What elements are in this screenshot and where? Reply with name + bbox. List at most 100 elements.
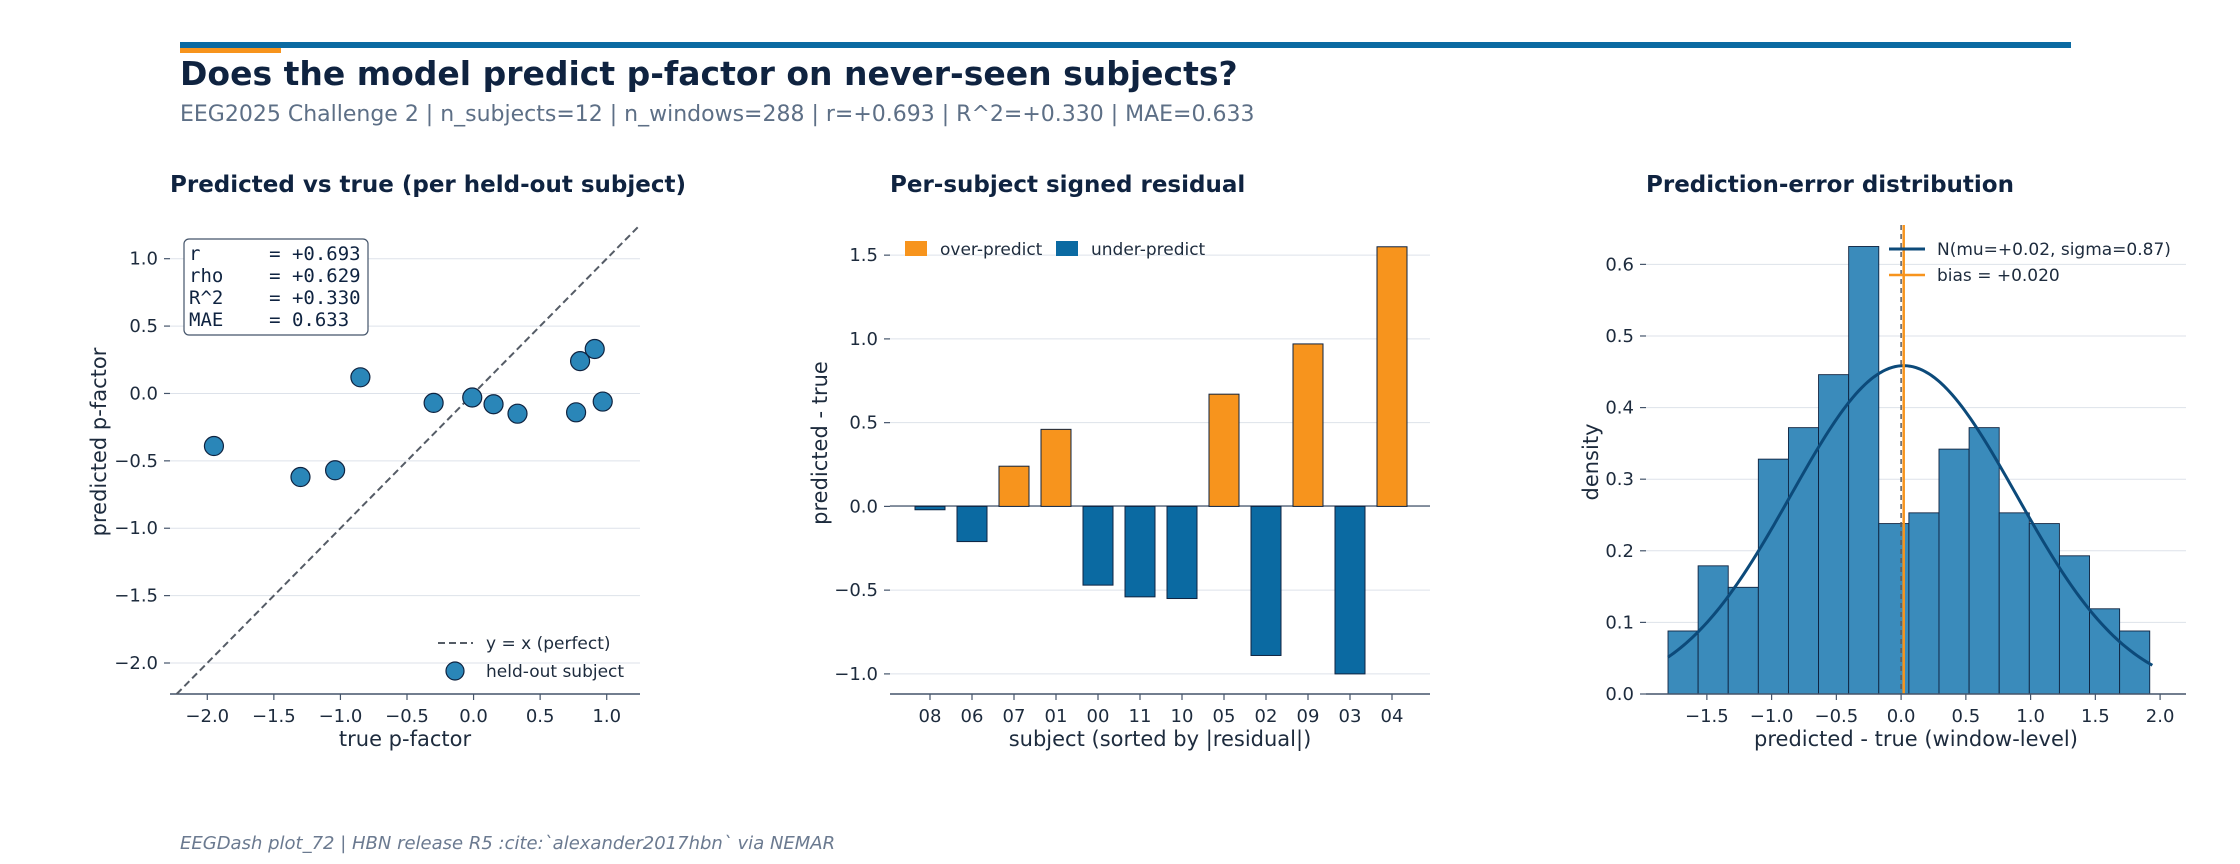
hist-x-tick-label: 1.5 [2081, 706, 2110, 727]
legend-normal-label: N(mu=+0.02, sigma=0.87) [1937, 240, 2171, 260]
hist-bar [1697, 565, 1729, 695]
scatter-x-tick-label: 0.5 [526, 706, 555, 727]
residual-legend: over-predict under-predict [905, 240, 1206, 260]
hist-x-ticks: −1.5 −1.0 −0.5 0.0 0.5 1.0 1.5 2.0 [1685, 694, 2174, 727]
scatter-point [462, 387, 483, 408]
error-hist-panel: Prediction-error distribution 0.00.10.20… [1579, 172, 2186, 751]
hist-x-tick-label: 2.0 [2146, 706, 2175, 727]
residual-bar [998, 465, 1030, 507]
hist-bar [2089, 608, 2121, 695]
residual-panel: Per-subject signed residual −1.0 −0.5 0.0 0… [808, 172, 1430, 752]
scatter-y-tick-label: −2.0 [114, 653, 158, 674]
residual-bar [1208, 393, 1240, 507]
hist-bar [1727, 586, 1759, 695]
legend-under-label: under-predict [1091, 240, 1206, 260]
residual-bar [1040, 428, 1072, 507]
header-rule [180, 42, 2071, 48]
hist-x-tick-label: −1.5 [1685, 706, 1729, 727]
residual-bar [1292, 343, 1324, 507]
scatter-title: Predicted vs true (per held-out subject) [170, 172, 686, 198]
scatter-point [203, 435, 225, 457]
hist-bar [1908, 512, 1940, 695]
residual-bar [1334, 505, 1366, 675]
residual-y-ticks: −1.0 −0.5 0.0 0.5 1.0 1.5 [834, 245, 890, 685]
hist-bars [1667, 246, 2151, 695]
stats-box: r = +0.693 rho = +0.629 R^2 = +0.330 MAE… [183, 238, 369, 336]
hist-bar [1667, 630, 1699, 695]
hist-x-tick-label: 1.0 [2016, 706, 2045, 727]
hist-y-tick-label: 0.4 [1605, 398, 1634, 419]
residual-x-tick-label: 03 [1339, 706, 1362, 727]
legend-over-label: over-predict [940, 240, 1043, 260]
scatter-x-tick-label: −0.5 [385, 706, 429, 727]
hist-bar [1757, 458, 1789, 695]
hist-bar [2119, 630, 2151, 695]
scatter-y-label: predicted p-factor [87, 347, 111, 536]
residual-bar [1250, 505, 1282, 656]
residual-x-tick-label: 11 [1129, 706, 1152, 727]
residual-bars [914, 246, 1408, 675]
residual-x-tick-label: 09 [1297, 706, 1320, 727]
header-accent [180, 48, 281, 53]
scatter-points [203, 338, 613, 488]
scatter-point [483, 394, 504, 415]
hist-y-tick-label: 0.2 [1605, 541, 1634, 562]
hist-y-ticks: 0.0 0.1 0.2 0.3 0.4 0.5 0.6 [1605, 254, 1646, 705]
residual-y-label: predicted - true [808, 361, 832, 525]
residual-y-tick-label: 1.5 [849, 245, 878, 266]
scatter-point [350, 367, 371, 388]
stats-line-mae: MAE = 0.633 [189, 309, 349, 331]
residual-x-label: subject (sorted by |residual|) [1009, 727, 1312, 752]
hist-x-tick-label: −0.5 [1815, 706, 1859, 727]
residual-x-tick-label: 05 [1213, 706, 1236, 727]
residual-bar [914, 505, 946, 511]
scatter-x-tick-label: 0.0 [459, 706, 488, 727]
hist-x-tick-label: 0.5 [1952, 706, 1981, 727]
hist-y-tick-label: 0.0 [1605, 684, 1634, 705]
residual-x-tick-label: 06 [961, 706, 984, 727]
residual-x-tick-label: 00 [1087, 706, 1110, 727]
hist-y-tick-label: 0.5 [1605, 326, 1634, 347]
scatter-x-label: true p-factor [339, 727, 472, 751]
hist-bar [1968, 427, 2000, 695]
residual-bar [956, 505, 988, 543]
hist-x-label: predicted - true (window-level) [1754, 727, 2078, 751]
page-subtitle: EEG2025 Challenge 2 | n_subjects=12 | n_… [180, 102, 1254, 127]
stats-line-r: r = +0.693 [189, 243, 361, 265]
hist-x-tick-label: 0.0 [1887, 706, 1916, 727]
stats-line-r2: R^2 = +0.330 [189, 287, 361, 309]
scatter-legend: y = x (perfect) held-out subject [438, 634, 624, 682]
hist-y-tick-label: 0.6 [1605, 254, 1634, 275]
residual-y-tick-label: −0.5 [834, 580, 878, 601]
stats-box-frame [183, 238, 369, 336]
scatter-y-tick-label: 1.0 [129, 249, 158, 270]
residual-x-tick-label: 08 [919, 706, 942, 727]
residual-y-tick-label: 0.5 [849, 413, 878, 434]
legend-over-swatch [905, 241, 927, 256]
hist-bar [1848, 246, 1880, 695]
residual-x-tick-label: 02 [1255, 706, 1278, 727]
residual-bar [1376, 246, 1408, 507]
legend-point-label: held-out subject [486, 662, 624, 682]
scatter-x-tick-label: −1.0 [319, 706, 363, 727]
scatter-point [592, 391, 613, 412]
residual-title: Per-subject signed residual [890, 172, 1245, 198]
residual-x-tick-label: 01 [1045, 706, 1068, 727]
stats-line-rho: rho = +0.629 [189, 265, 361, 287]
scatter-y-ticks: −2.0 −1.5 −1.0 −0.5 0.0 0.5 1.0 [114, 249, 170, 674]
residual-y-tick-label: 0.0 [849, 496, 878, 517]
scatter-y-tick-label: −1.5 [114, 586, 158, 607]
residual-x-ticks: 08 06 07 01 00 11 10 05 02 09 03 04 [919, 694, 1403, 727]
hist-bar [1818, 374, 1850, 695]
scatter-point [565, 402, 587, 423]
hist-bar [2058, 555, 2090, 695]
hist-y-label: density [1579, 424, 1603, 501]
legend-point-swatch [445, 661, 465, 681]
legend-identity-label: y = x (perfect) [486, 634, 611, 654]
footer-caption: EEGDash plot_72 | HBN release R5 :cite:`… [180, 833, 835, 854]
hist-y-tick-label: 0.3 [1605, 469, 1634, 490]
residual-x-tick-label: 07 [1003, 706, 1026, 727]
scatter-y-tick-label: 0.5 [129, 316, 158, 337]
hist-bar [1787, 427, 1820, 695]
